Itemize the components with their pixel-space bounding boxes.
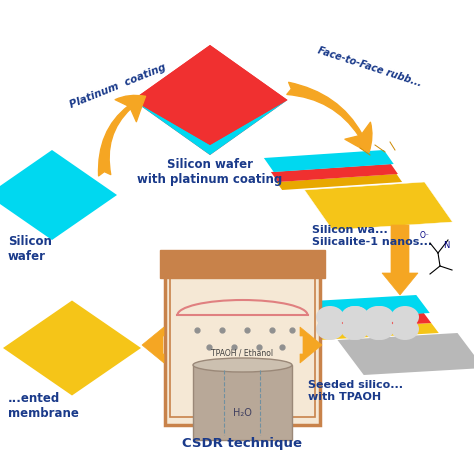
Bar xyxy=(170,270,315,417)
Text: N: N xyxy=(443,241,449,250)
Text: TPAOH / Ethanol: TPAOH / Ethanol xyxy=(211,348,273,357)
Bar xyxy=(165,270,320,425)
Polygon shape xyxy=(276,174,402,190)
Polygon shape xyxy=(304,182,453,230)
Ellipse shape xyxy=(391,306,419,328)
Bar xyxy=(160,250,325,278)
Ellipse shape xyxy=(341,318,369,340)
Polygon shape xyxy=(3,301,141,395)
Text: Seeded silico...
with TPAOH: Seeded silico... with TPAOH xyxy=(308,380,403,401)
Polygon shape xyxy=(296,295,430,320)
Text: Face-to-Face rubb...: Face-to-Face rubb... xyxy=(317,45,423,88)
Ellipse shape xyxy=(364,318,392,340)
Polygon shape xyxy=(133,45,288,155)
Ellipse shape xyxy=(341,306,369,328)
Ellipse shape xyxy=(366,306,394,328)
Polygon shape xyxy=(382,225,418,295)
Text: Silicon wa...
Silicalite-1 nanos...: Silicon wa... Silicalite-1 nanos... xyxy=(312,225,432,246)
Ellipse shape xyxy=(193,358,292,372)
Ellipse shape xyxy=(316,306,344,328)
Ellipse shape xyxy=(316,318,344,340)
Text: Silicon
wafer: Silicon wafer xyxy=(8,235,52,263)
Text: Silicon wafer
with platinum coating: Silicon wafer with platinum coating xyxy=(137,158,283,186)
Ellipse shape xyxy=(341,318,369,340)
Polygon shape xyxy=(142,327,164,363)
Polygon shape xyxy=(264,150,394,172)
Text: CSDR technique: CSDR technique xyxy=(182,437,302,450)
Bar xyxy=(193,365,292,440)
Text: H₂O: H₂O xyxy=(233,408,252,418)
Polygon shape xyxy=(311,323,439,340)
Polygon shape xyxy=(0,150,117,240)
Polygon shape xyxy=(133,45,288,145)
Polygon shape xyxy=(271,164,398,182)
Ellipse shape xyxy=(366,318,394,340)
Text: O⁻: O⁻ xyxy=(420,231,430,240)
Polygon shape xyxy=(337,333,474,375)
Ellipse shape xyxy=(391,318,419,340)
Ellipse shape xyxy=(364,306,392,328)
Polygon shape xyxy=(133,100,288,155)
Ellipse shape xyxy=(341,306,369,328)
Polygon shape xyxy=(304,313,431,330)
Polygon shape xyxy=(300,327,322,363)
Text: ...ented
membrane: ...ented membrane xyxy=(8,392,79,420)
Text: Platinum  coating: Platinum coating xyxy=(68,62,168,110)
